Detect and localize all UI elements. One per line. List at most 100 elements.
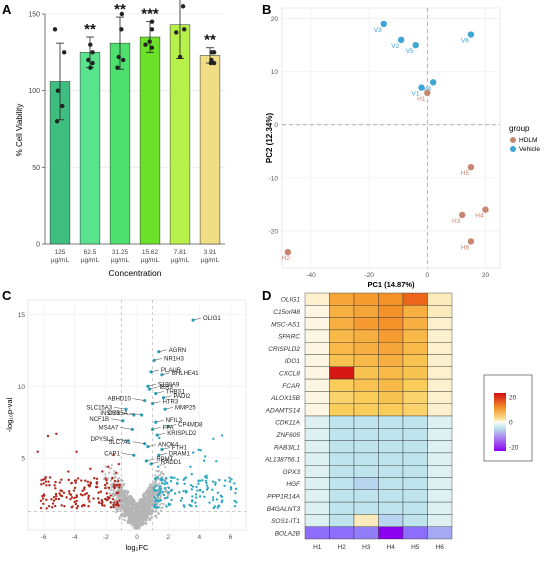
nonsig-point xyxy=(122,518,125,521)
label-leader-line xyxy=(132,441,145,444)
heatmap-cell xyxy=(378,477,404,491)
nonsig-point xyxy=(138,516,141,519)
upregulated-point xyxy=(235,501,238,504)
significance-marker: ** xyxy=(114,1,126,18)
downregulated-point xyxy=(114,471,118,474)
nonsig-point xyxy=(136,504,139,507)
nonsig-point xyxy=(133,526,136,529)
data-point xyxy=(88,65,93,70)
y-tick-label: 10 xyxy=(18,384,26,391)
nonsig-point xyxy=(123,506,126,509)
heatmap-cell xyxy=(304,501,330,515)
nonsig-point xyxy=(130,524,133,527)
nonsig-point xyxy=(136,527,139,530)
heatmap-cell xyxy=(353,428,379,441)
x-tick-label: -6 xyxy=(41,534,47,541)
nonsig-point xyxy=(143,500,146,503)
nonsig-point xyxy=(108,488,111,491)
nonsig-point xyxy=(112,492,115,495)
highlighted-point xyxy=(157,350,161,354)
downregulated-point xyxy=(111,477,114,480)
row-label: MSC-AS1 xyxy=(271,321,300,328)
point-label: V2 xyxy=(391,43,399,50)
downregulated-point xyxy=(97,497,100,500)
gene-label: HTR3 xyxy=(163,400,179,406)
heatmap-cell xyxy=(353,465,379,478)
nonsig-point xyxy=(123,508,126,511)
heatmap-cell xyxy=(329,366,355,380)
upregulated-point xyxy=(208,501,211,504)
nonsig-point xyxy=(167,494,170,497)
upregulated-point xyxy=(224,479,227,482)
nonsig-point xyxy=(131,512,134,515)
bar xyxy=(199,55,221,245)
downregulated-point xyxy=(69,497,72,501)
nonsig-point xyxy=(129,512,132,515)
upregulated-point xyxy=(183,482,186,485)
downregulated-point xyxy=(65,496,68,499)
label-leader-line xyxy=(157,432,166,436)
upregulated-point xyxy=(214,483,217,486)
heatmap-cell xyxy=(353,501,379,515)
heatmap-cell xyxy=(402,292,428,306)
upregulated-point xyxy=(229,488,233,491)
gene-label: PLAUR xyxy=(161,368,182,374)
nonsig-point xyxy=(130,499,133,502)
nonsig-point xyxy=(109,479,112,482)
x-tick-label: 3.91 xyxy=(204,249,217,256)
panel-label-c: C xyxy=(2,288,12,303)
nonsig-point xyxy=(137,519,140,522)
heatmap-cell xyxy=(427,342,453,355)
heatmap-cell xyxy=(353,526,379,540)
downregulated-point xyxy=(45,484,48,487)
upregulated-point xyxy=(211,498,215,502)
nonsig-point xyxy=(157,512,160,515)
nonsig-point xyxy=(153,515,156,518)
row-label: FCAR xyxy=(282,383,300,390)
heatmap-cell xyxy=(304,489,330,503)
upregulated-point xyxy=(164,497,167,500)
heatmap-cell xyxy=(378,342,404,355)
point-label: H6 xyxy=(461,244,470,251)
nonsig-point xyxy=(130,520,133,523)
upregulated-point xyxy=(211,496,215,499)
gene-label: BHLHE41 xyxy=(172,371,199,377)
downregulated-point xyxy=(93,476,96,480)
y-axis-label: PC2 (12.34%) xyxy=(265,113,274,164)
upregulated-point xyxy=(182,489,185,493)
heatmap-cell xyxy=(378,489,404,503)
data-point xyxy=(116,54,121,60)
upregulated-point xyxy=(156,494,160,498)
heatmap-cell xyxy=(353,354,379,368)
upregulated-point xyxy=(196,489,199,492)
legend-tick-label: 0 xyxy=(509,420,513,427)
heatmap-cell xyxy=(378,428,404,441)
row-label: AL138756.1 xyxy=(264,457,300,464)
heatmap-cell xyxy=(353,317,379,331)
heatmap-cell xyxy=(304,440,330,454)
nonsig-point xyxy=(128,521,131,524)
nonsig-point xyxy=(142,516,145,519)
nonsig-point xyxy=(135,502,138,505)
downregulated-point xyxy=(70,481,73,485)
downregulated-point xyxy=(112,485,116,488)
heatmap-cell xyxy=(353,477,379,491)
upregulated-point xyxy=(161,481,164,485)
nonsig-point xyxy=(125,497,128,500)
downregulated-point xyxy=(85,492,89,495)
nonsig-point xyxy=(160,507,163,510)
heatmap-cell xyxy=(329,440,355,454)
upregulated-point xyxy=(194,493,198,496)
downregulated-point xyxy=(45,498,48,502)
downregulated-point xyxy=(62,491,66,495)
nonsig-point xyxy=(152,483,155,486)
gene-label: ANOK4 xyxy=(158,443,179,449)
legend-title: group xyxy=(509,124,530,133)
nonsig-point xyxy=(118,518,121,521)
nonsig-point xyxy=(162,502,165,505)
data-point xyxy=(90,50,95,55)
downregulated-point xyxy=(111,497,115,501)
upregulated-point xyxy=(199,449,202,452)
nonsig-point xyxy=(128,498,131,501)
legend-swatch xyxy=(510,146,516,152)
